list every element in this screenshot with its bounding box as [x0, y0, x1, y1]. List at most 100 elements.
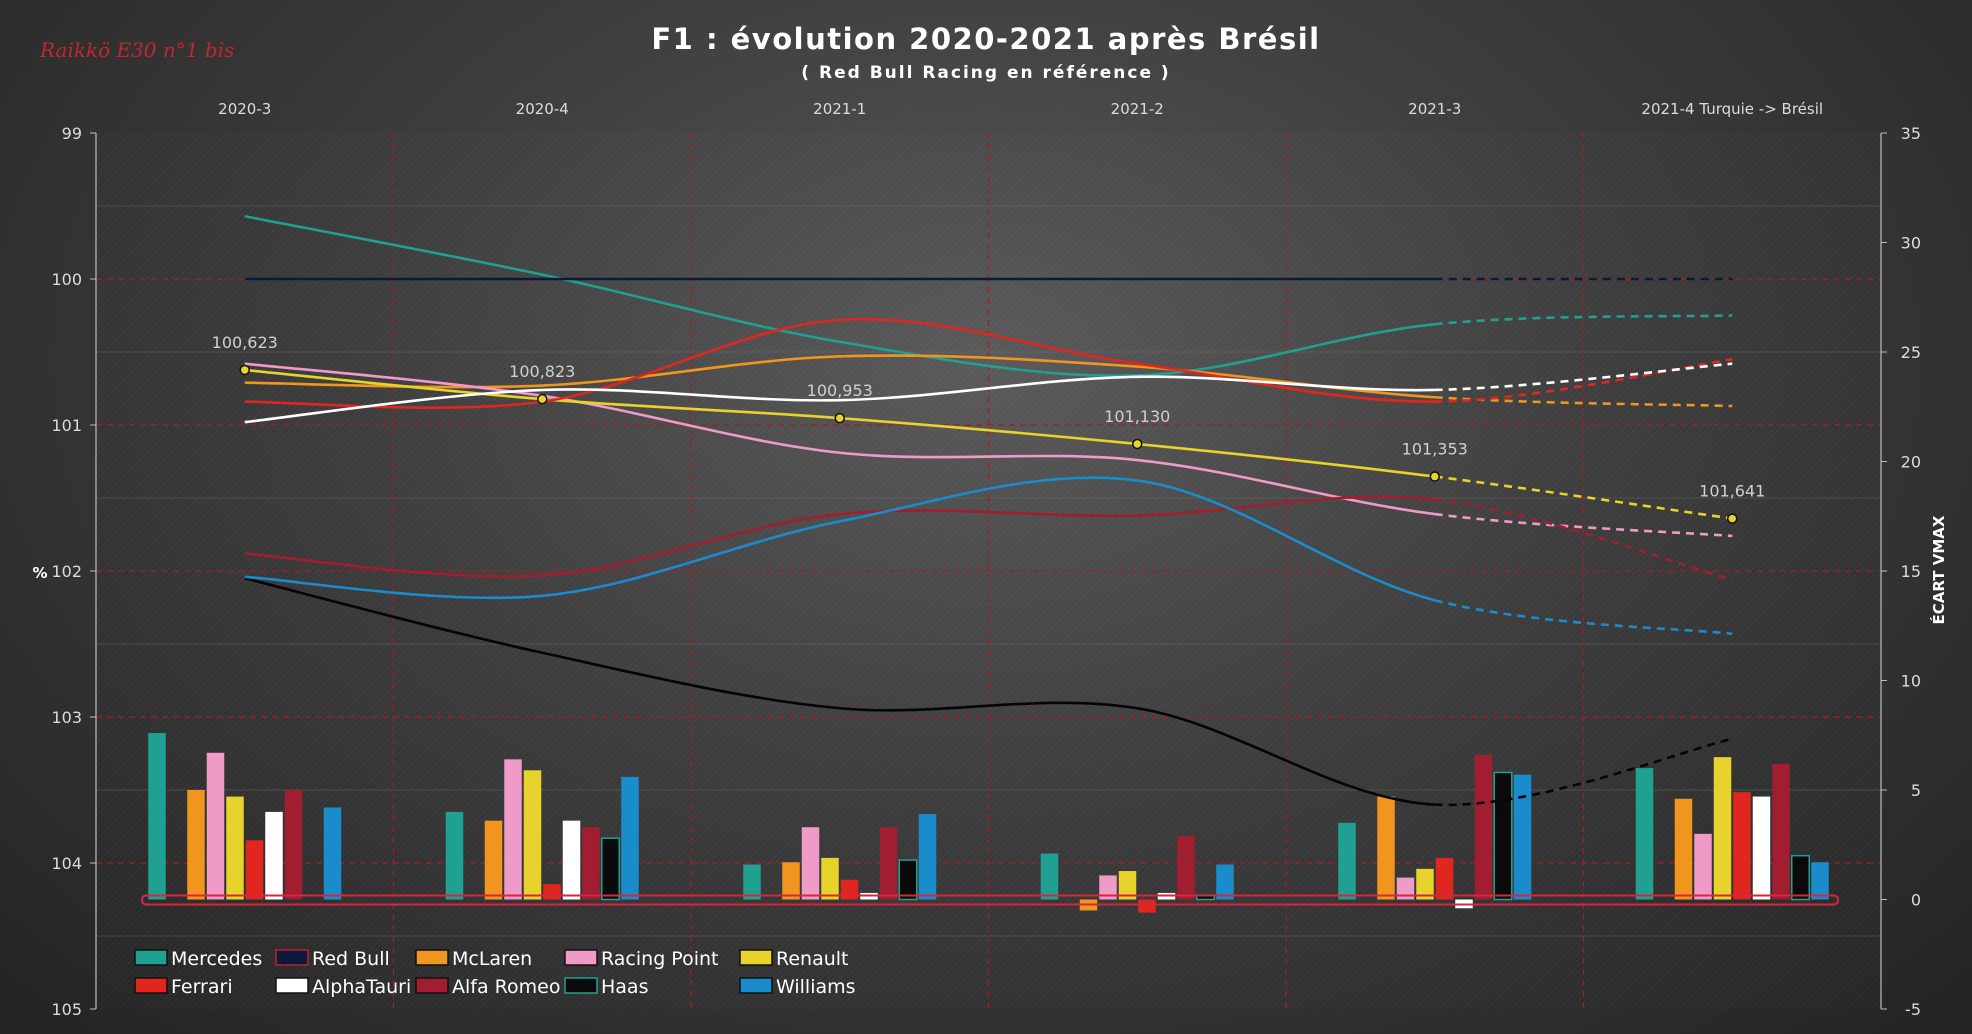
bar-racing-point — [206, 752, 225, 900]
legend-swatch-haas — [564, 977, 598, 994]
bar-mercedes — [1040, 853, 1059, 900]
bar-alphatauri — [562, 820, 581, 900]
tick-label-left: 103 — [51, 708, 82, 727]
bar-mercedes — [743, 864, 761, 900]
legend-swatch-renault — [739, 949, 773, 966]
period-label: 2021-1 — [813, 100, 866, 118]
data-point-marker — [1727, 513, 1738, 524]
legend-swatch-williams — [739, 977, 773, 994]
bar-mclaren — [484, 820, 503, 900]
bar-alfa-romeo — [1772, 763, 1790, 900]
line-alfa-romeo-projection — [1434, 498, 1733, 582]
bar-alfa-romeo — [1474, 754, 1493, 900]
tick-label-right: 15 — [1901, 562, 1921, 581]
bar-ferrari — [1435, 857, 1454, 900]
legend-swatch-alphatauri — [275, 977, 309, 994]
bar-ferrari — [245, 840, 264, 900]
bar-series — [141, 733, 1839, 913]
data-label: 100,623 — [212, 333, 278, 352]
tick-label-right: 20 — [1901, 453, 1921, 472]
bar-williams — [1513, 774, 1532, 900]
bar-ferrari — [1138, 899, 1156, 913]
tick-label-left: 104 — [51, 854, 82, 873]
legend-label-ferrari: Ferrari — [171, 976, 233, 998]
bar-mclaren — [187, 790, 205, 900]
tick-label-left: 100 — [51, 270, 82, 289]
bar-renault — [821, 857, 839, 900]
legend-label-haas: Haas — [601, 976, 648, 998]
data-point-marker — [537, 393, 548, 405]
bar-alfa-romeo — [582, 827, 600, 900]
line-mercedes — [244, 214, 1435, 377]
data-label: 101,130 — [1104, 407, 1170, 426]
bar-mercedes — [148, 733, 166, 900]
period-label: 2020-4 — [516, 100, 569, 118]
tick-label-right: 30 — [1901, 234, 1921, 253]
legend-label-renault: Renault — [776, 948, 849, 970]
bar-mercedes — [1635, 768, 1654, 900]
period-label: 2021-4 Turquie -> Brésil — [1641, 100, 1823, 118]
zero-line-frame — [141, 894, 1839, 906]
tick-label-left: 105 — [51, 1000, 82, 1019]
bar-williams — [918, 814, 937, 900]
bar-renault — [226, 796, 244, 900]
data-point-marker — [1132, 438, 1143, 450]
bar-williams — [1216, 864, 1234, 900]
data-label: 100,823 — [509, 362, 575, 381]
data-label: 101,641 — [1699, 482, 1765, 501]
legend-label-mercedes: Mercedes — [171, 948, 262, 970]
bar-haas — [601, 837, 620, 901]
chart-subtitle: ( Red Bull Racing en référence ) — [801, 63, 1170, 83]
bar-renault — [1118, 871, 1137, 900]
tick-label-right: -5 — [1905, 1000, 1921, 1019]
line-renault-projection — [1434, 475, 1733, 520]
tick-label-right: 5 — [1911, 781, 1921, 800]
bar-alfa-romeo — [1177, 835, 1195, 900]
legend: Mercedes Red Bull McLaren Racing Point Renau… — [134, 948, 856, 998]
tick-label-left: 101 — [51, 416, 82, 435]
line-mclaren — [244, 354, 1435, 399]
tick-label-right: 10 — [1901, 672, 1921, 691]
watermark: Raikkö E30 n°1 bis — [39, 38, 234, 62]
line-haas — [244, 577, 1435, 806]
bar-ferrari — [840, 879, 859, 900]
legend-label-alphatauri: AlphaTauri — [312, 976, 411, 998]
legend-label-racing-point: Racing Point — [601, 948, 718, 970]
legend-label-red-bull: Red Bull — [312, 948, 390, 970]
bar-racing-point — [1694, 833, 1712, 900]
bar-williams — [323, 807, 342, 900]
period-label: 2021-2 — [1111, 100, 1164, 118]
data-point-marker — [1429, 471, 1440, 482]
bar-alphatauri — [265, 811, 283, 900]
data-labels: 100,623 100,823 100,953 101,130 101,353 101,6… — [212, 333, 1765, 524]
bar-alphatauri — [1752, 796, 1771, 900]
bar-racing-point — [504, 759, 522, 900]
line-ferrari-projection — [1434, 358, 1733, 403]
line-mclaren-projection — [1434, 395, 1733, 408]
legend-swatch-mercedes — [134, 949, 168, 966]
bar-mercedes — [445, 811, 464, 900]
chart-title: F1 : évolution 2020-2021 après Brésil — [651, 22, 1320, 56]
bar-mercedes — [1338, 822, 1356, 900]
legend-swatch-red-bull — [275, 949, 309, 966]
bar-alfa-romeo — [284, 790, 303, 900]
data-label: 101,353 — [1402, 440, 1468, 459]
bar-racing-point — [1099, 875, 1117, 900]
bar-ferrari — [1733, 792, 1751, 900]
period-labels: 2020-3 2020-4 2021-1 2021-2 2021-3 2021-4 Tur… — [218, 100, 1823, 118]
legend-label-alfa-romeo: Alfa Romeo — [452, 976, 560, 998]
bar-renault — [1416, 868, 1434, 900]
bar-mclaren — [1377, 796, 1395, 900]
bar-haas — [1493, 771, 1513, 901]
tick-label-left: 102 — [51, 562, 82, 581]
legend-label-williams: Williams — [776, 976, 856, 998]
tick-label-right: 25 — [1901, 343, 1921, 362]
line-alphatauri — [244, 375, 1435, 424]
data-label: 100,953 — [807, 381, 873, 400]
bar-alfa-romeo — [879, 827, 898, 900]
line-williams — [244, 476, 1436, 602]
tick-label-left: 99 — [62, 124, 82, 143]
